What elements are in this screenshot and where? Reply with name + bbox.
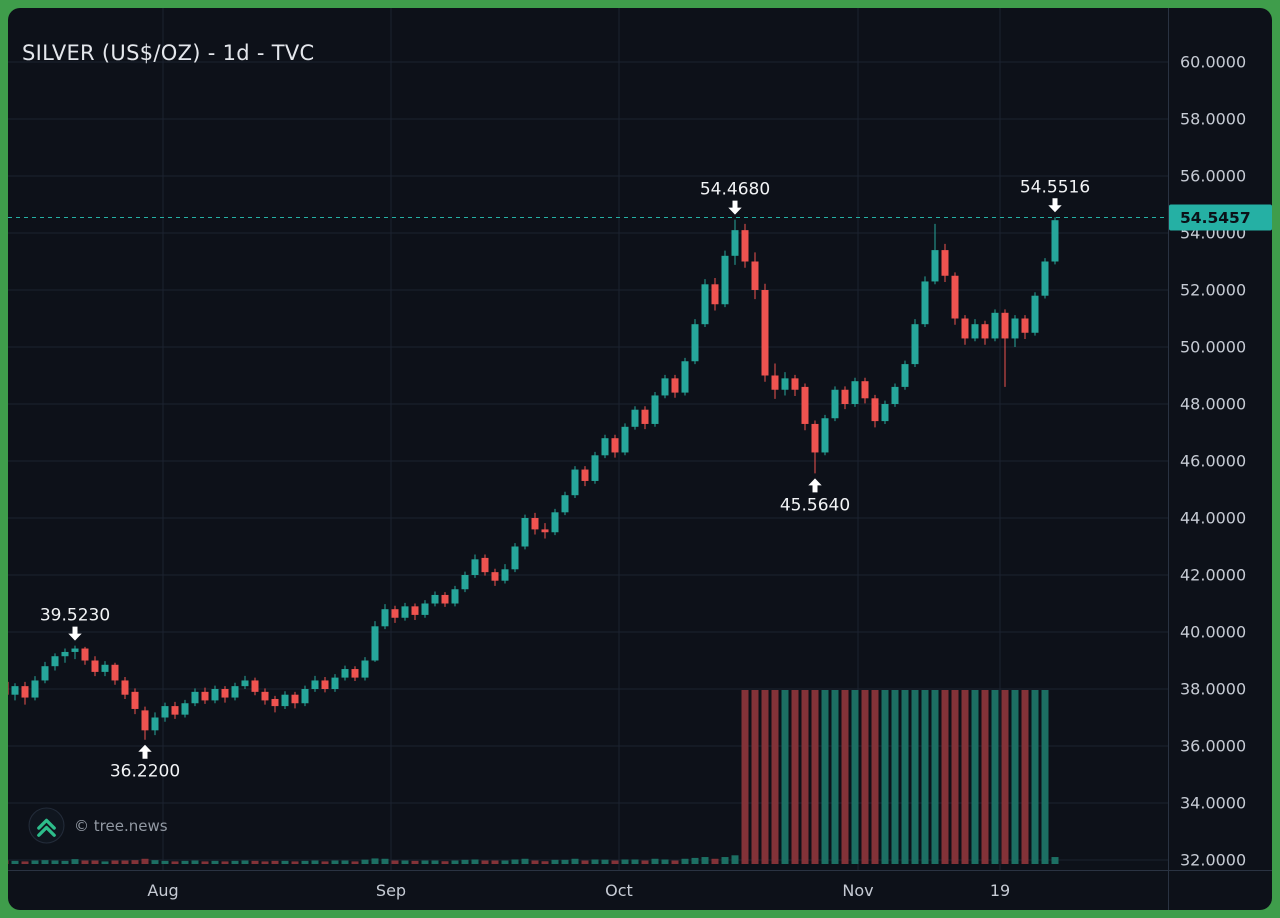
arrow-up-icon: [138, 744, 152, 759]
annotations-layer: 39.5230 36.2200 54.4680 45.5640 54.5516: [40, 177, 1090, 781]
time-tick-label: 19: [990, 881, 1010, 900]
time-tick-label: Aug: [147, 881, 178, 900]
annotation-label: 39.5230: [40, 606, 110, 626]
price-tick-label: 32.0000: [1180, 851, 1246, 870]
annotation-label: 54.4680: [700, 180, 770, 200]
arrow-down-icon: [1048, 198, 1062, 213]
last-price-badge: 54.5457: [1169, 204, 1272, 231]
arrow-down-icon: [728, 200, 742, 215]
chart-title: SILVER (US$/OZ) - 1d - TVC: [22, 41, 315, 65]
price-tick-label: 46.0000: [1180, 452, 1246, 471]
svg-text:54.5457: 54.5457: [1180, 209, 1251, 227]
tree-news-logo-icon: [28, 807, 65, 844]
price-tick-label: 40.0000: [1180, 623, 1246, 642]
arrow-up-icon: [808, 478, 822, 493]
price-tick-label: 38.0000: [1180, 680, 1246, 699]
price-tick-label: 50.0000: [1180, 338, 1246, 357]
price-tick-label: 44.0000: [1180, 509, 1246, 528]
chart-panel: 39.5230 36.2200 54.4680 45.5640 54.5516 60.00…: [8, 8, 1272, 910]
time-tick-label: Nov: [842, 881, 873, 900]
watermark: © tree.news: [28, 807, 168, 844]
candlestick-chart[interactable]: 39.5230 36.2200 54.4680 45.5640 54.5516 60.00…: [8, 8, 1272, 910]
price-axis[interactable]: 60.000058.000056.000054.000052.000050.00…: [1180, 53, 1246, 870]
copyright-text: © tree.news: [74, 816, 168, 835]
price-tick-label: 42.0000: [1180, 566, 1246, 585]
price-tick-label: 60.0000: [1180, 53, 1246, 72]
volume-layer: [8, 690, 1059, 864]
annotation-label: 36.2200: [110, 762, 180, 782]
price-tick-label: 52.0000: [1180, 281, 1246, 300]
time-axis[interactable]: Aug Sep Oct Nov 19: [147, 881, 1010, 900]
time-tick-label: Oct: [605, 881, 633, 900]
price-tick-label: 36.0000: [1180, 737, 1246, 756]
price-tick-label: 58.0000: [1180, 110, 1246, 129]
time-tick-label: Sep: [376, 881, 406, 900]
price-tick-label: 48.0000: [1180, 395, 1246, 414]
price-tick-label: 34.0000: [1180, 794, 1246, 813]
price-tick-label: 56.0000: [1180, 167, 1246, 186]
candles-layer: [8, 217, 1059, 740]
annotation-label: 54.5516: [1020, 177, 1090, 197]
arrow-down-icon: [68, 626, 82, 641]
annotation-label: 45.5640: [780, 495, 850, 515]
